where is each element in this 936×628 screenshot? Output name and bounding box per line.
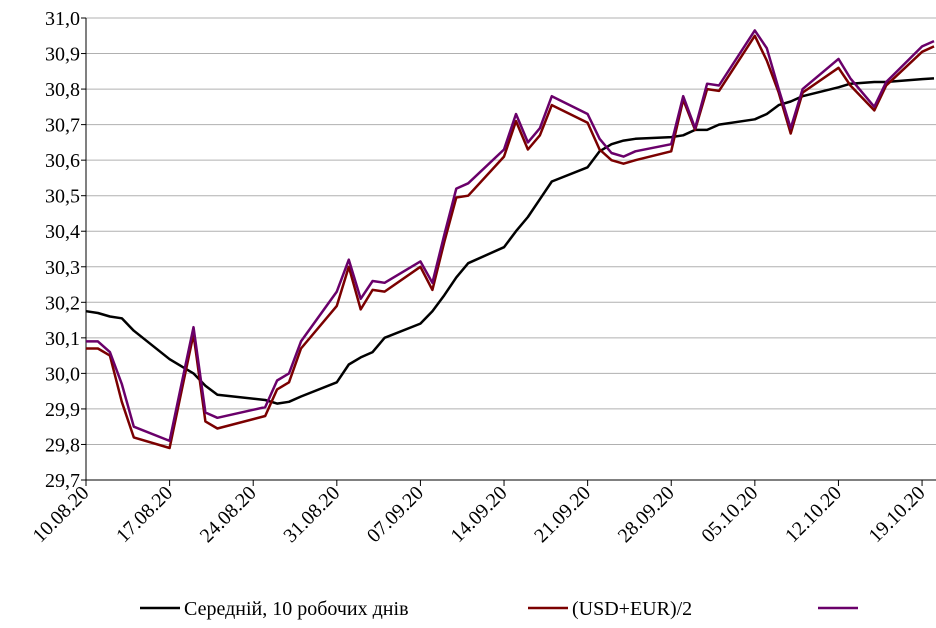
y-tick-label: 30,2: [45, 292, 80, 314]
y-tick-label: 30,8: [45, 79, 80, 101]
y-tick-label: 30,0: [45, 363, 80, 385]
x-tick-label: 21.09.20: [530, 482, 595, 547]
y-tick-label: 29,9: [45, 399, 80, 421]
y-tick-label: 31,0: [45, 8, 80, 30]
y-tick-label: 30,5: [45, 186, 80, 208]
x-tick-label: 07.09.20: [363, 482, 428, 547]
x-tick-label: 28.09.20: [614, 482, 679, 547]
series-line: [85, 77, 935, 405]
x-tick-label: 12.10.20: [781, 482, 846, 547]
y-tick-label: 30,7: [45, 115, 80, 137]
y-tick-label: 30,3: [45, 257, 80, 279]
x-tick-label: 05.10.20: [697, 482, 762, 547]
x-tick-label: 19.10.20: [865, 482, 930, 547]
x-tick-label: 14.09.20: [447, 482, 512, 547]
y-tick-label: 30,6: [45, 150, 80, 172]
series-line: [86, 34, 935, 450]
x-tick-label: 31.08.20: [279, 482, 344, 547]
y-tick-label: 30,9: [45, 44, 80, 66]
x-tick-label: 24.08.20: [196, 482, 261, 547]
y-tick-label: 29,8: [45, 434, 80, 456]
series-line: [86, 29, 935, 443]
y-tick-label: 30,4: [45, 221, 80, 243]
y-tick-label: 29,7: [45, 470, 80, 492]
legend-label: (USD+EUR)/2: [572, 598, 692, 620]
legend-label: Середній, 10 робочих днів: [184, 598, 409, 620]
x-tick-label: 17.08.20: [112, 482, 177, 547]
y-tick-label: 30,1: [45, 328, 80, 350]
